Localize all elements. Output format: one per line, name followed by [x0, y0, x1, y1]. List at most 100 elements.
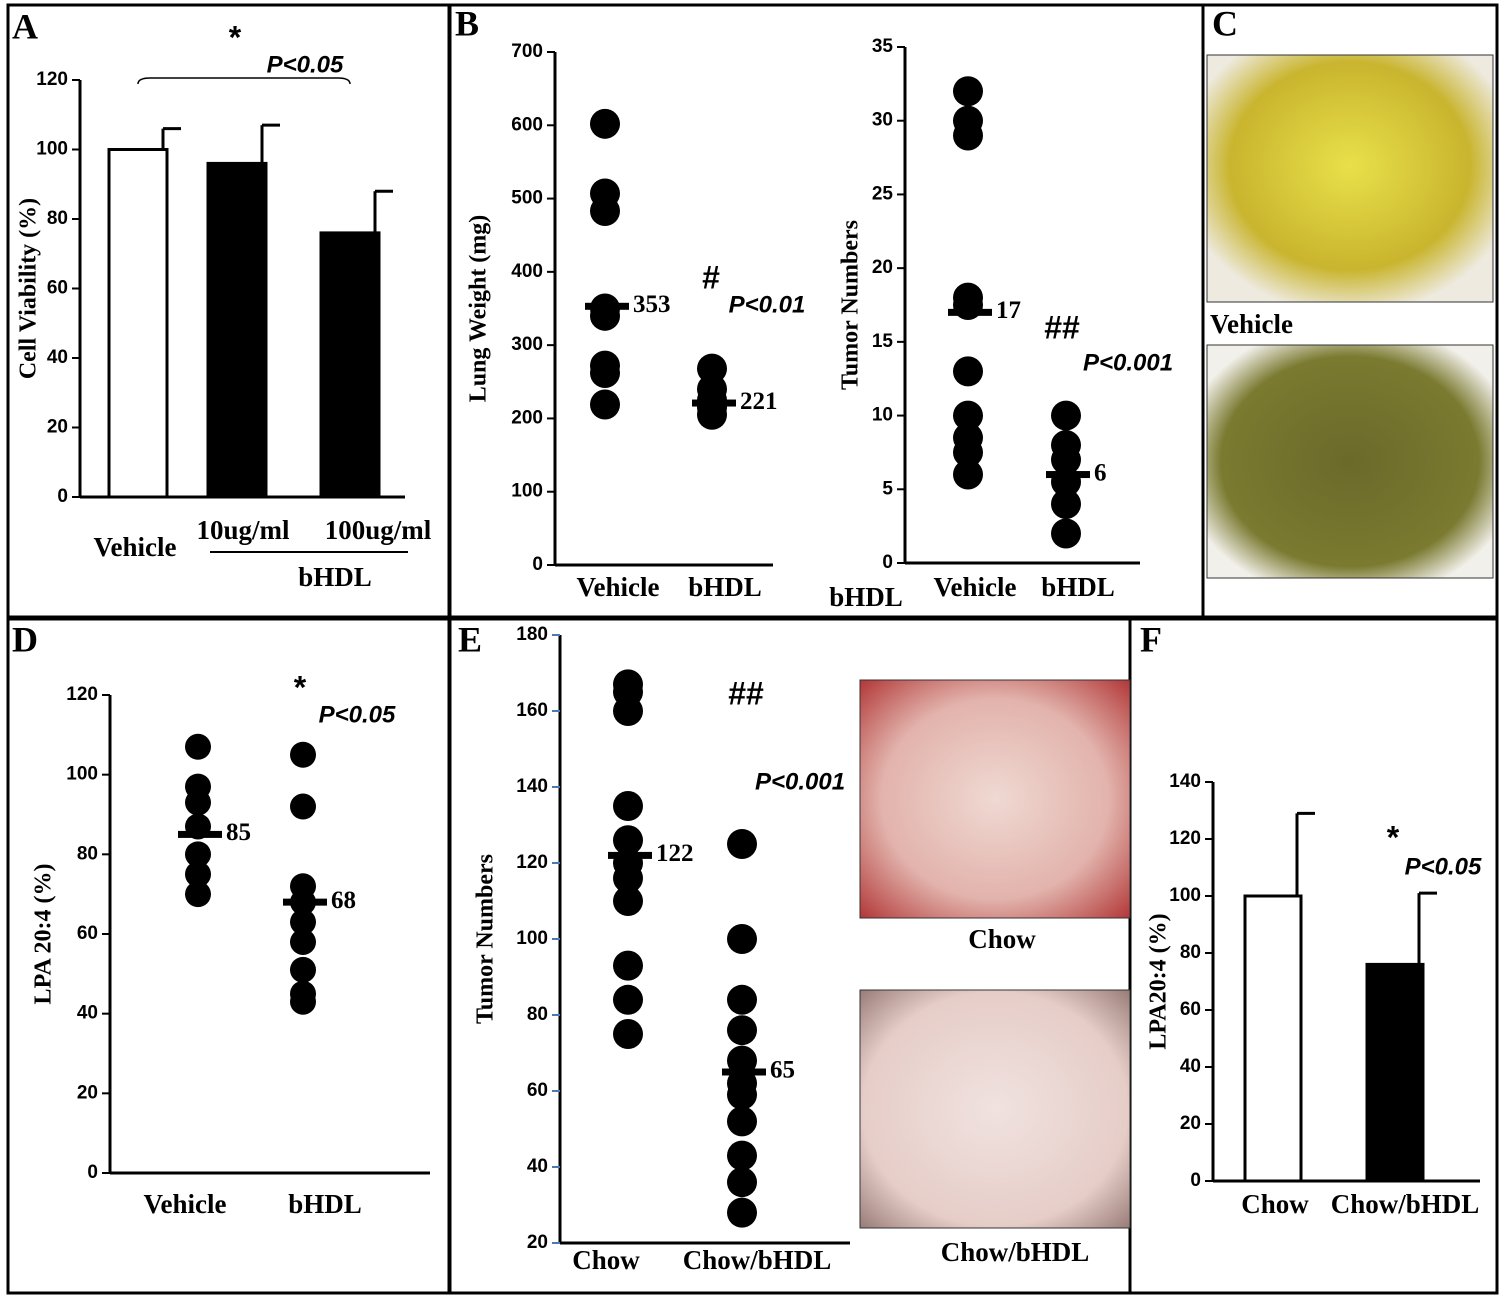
- panel-e-photos: [859, 679, 1131, 1229]
- y-axis-label: Cell Viability (%): [16, 198, 42, 379]
- photo: [859, 989, 1131, 1229]
- dot: [1051, 518, 1081, 549]
- mean-bar: [283, 898, 327, 906]
- dot: [613, 696, 643, 726]
- x-tick-label: Chow: [1241, 1189, 1309, 1219]
- panel-c: C Vehicle: [1206, 3, 1494, 579]
- y-tick-label: 120: [516, 852, 548, 873]
- photo-label: Chow/bHDL: [941, 1237, 1090, 1267]
- dot: [185, 881, 211, 908]
- y-tick-label: 700: [511, 41, 543, 62]
- x-tick-label: Vehicle: [144, 1189, 227, 1219]
- y-tick-label: 20: [527, 1232, 548, 1253]
- y-tick-label: 15: [872, 331, 894, 352]
- panel-letter: F: [1140, 619, 1162, 659]
- y-axis-label: Tumor Numbers: [473, 854, 499, 1024]
- y-tick-label: 60: [47, 278, 68, 299]
- dot: [953, 76, 983, 107]
- y-tick-label: 120: [66, 684, 98, 705]
- y-tick-label: 160: [516, 700, 548, 721]
- dot: [185, 733, 211, 760]
- y-tick-label: 20: [1180, 1113, 1201, 1134]
- y-tick-label: 200: [511, 407, 543, 428]
- dot: [590, 357, 620, 388]
- y-tick-label: 100: [36, 139, 68, 160]
- y-tick-label: 20: [77, 1082, 98, 1103]
- x-tick-label: bHDL: [688, 572, 762, 602]
- y-tick-label: 60: [1180, 999, 1201, 1020]
- y-tick-label: 80: [77, 843, 98, 864]
- dot: [727, 1106, 757, 1137]
- dot: [727, 1015, 757, 1046]
- x-tick-label: Chow/bHDL: [683, 1245, 832, 1275]
- dot: [727, 1045, 757, 1076]
- mean-label: 65: [770, 1057, 795, 1084]
- y-tick-label: 100: [66, 764, 98, 785]
- dot: [613, 950, 643, 981]
- p-value: P<0.001: [755, 768, 845, 795]
- bar: [107, 148, 169, 499]
- dot: [185, 789, 211, 816]
- photo-label: Vehicle: [1210, 309, 1293, 339]
- y-tick-label: 100: [1169, 885, 1201, 906]
- x-tick-label: Vehicle: [577, 572, 660, 602]
- x-tick-label: bHDL: [1041, 572, 1115, 602]
- significance-mark: *: [1387, 819, 1400, 855]
- dot: [290, 988, 316, 1015]
- y-tick-label: 30: [872, 110, 893, 131]
- p-value: P<0.01: [729, 291, 806, 318]
- photo-label: Chow: [968, 924, 1036, 954]
- y-axis-label: Lung Weight (mg): [466, 215, 492, 403]
- y-tick-label: 60: [77, 923, 98, 944]
- mean-bar: [585, 302, 629, 310]
- dot: [290, 956, 316, 983]
- dot: [185, 861, 211, 888]
- y-tick-label: 400: [511, 261, 543, 282]
- y-tick-label: 25: [872, 183, 894, 204]
- y-tick-label: 100: [516, 928, 548, 949]
- bracket: [137, 77, 351, 85]
- mean-bar: [692, 399, 736, 407]
- mean-bar: [608, 851, 652, 859]
- dot: [290, 909, 316, 936]
- y-tick-label: 500: [511, 188, 543, 209]
- p-value: P<0.05: [267, 51, 344, 78]
- y-tick-label: 140: [516, 776, 548, 797]
- p-value: P<0.05: [1405, 853, 1482, 880]
- x-tick-label: bHDL: [288, 1189, 362, 1219]
- y-tick-label: 0: [87, 1162, 98, 1183]
- x-tick-label: Chow/bHDL: [1331, 1189, 1480, 1219]
- mean-label: 85: [226, 819, 251, 846]
- dot: [727, 829, 757, 859]
- dot: [613, 984, 643, 1015]
- panel-letter: C: [1212, 3, 1238, 43]
- y-tick-label: 0: [532, 554, 543, 575]
- dot: [185, 841, 211, 868]
- panel-frames: [6, 3, 1499, 1295]
- bar: [1243, 894, 1303, 1183]
- dot: [613, 791, 643, 821]
- photo: [859, 679, 1131, 919]
- y-tick-label: 35: [872, 36, 894, 57]
- p-value: P<0.05: [319, 701, 396, 728]
- dot: [727, 924, 757, 954]
- dot: [1051, 489, 1081, 520]
- mean-label: 17: [996, 297, 1021, 324]
- y-tick-label: 20: [47, 417, 68, 438]
- dot: [590, 196, 620, 227]
- y-tick-label: 140: [1169, 771, 1201, 792]
- dot: [727, 1197, 757, 1228]
- panel-letter: B: [455, 3, 479, 43]
- y-tick-label: 80: [527, 1004, 548, 1025]
- mean-label: 353: [633, 291, 671, 318]
- y-tick-label: 40: [1180, 1056, 1201, 1077]
- mean-bar: [178, 830, 222, 838]
- y-tick-label: 120: [1169, 828, 1201, 849]
- photo: [1206, 344, 1494, 579]
- x-tick-label: Vehicle: [934, 572, 1017, 602]
- y-tick-label: 80: [1180, 942, 1201, 963]
- dot: [613, 886, 643, 916]
- y-axis-label: LPA20:4 (%): [1146, 913, 1172, 1049]
- y-tick-label: 120: [36, 69, 68, 90]
- dot: [290, 928, 316, 955]
